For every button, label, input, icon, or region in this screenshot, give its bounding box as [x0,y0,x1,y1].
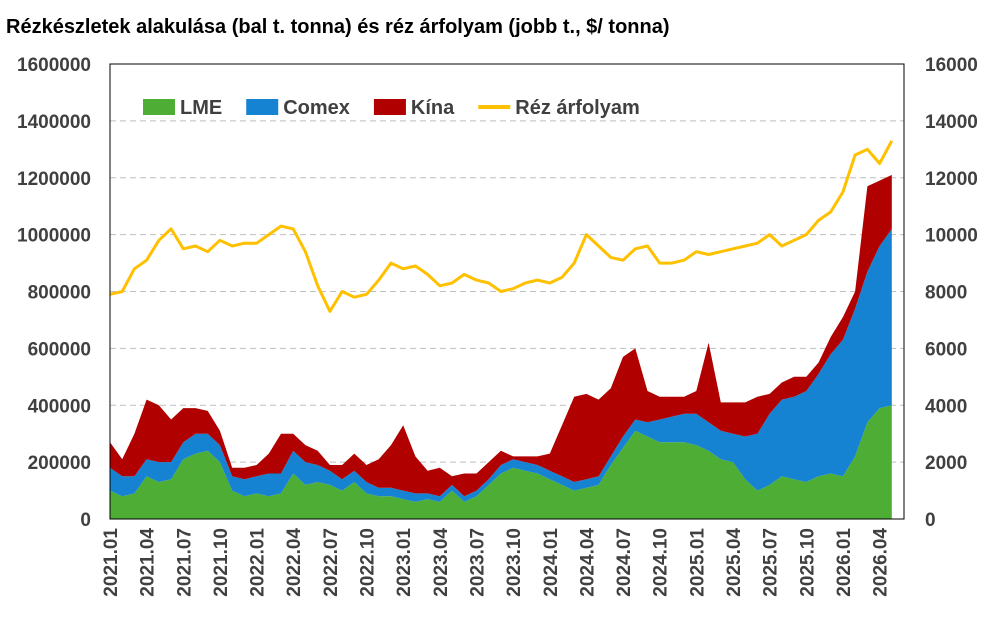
x-tick-label: 2025.07 [761,528,782,597]
x-tick-label: 2024.10 [651,528,672,597]
y-right-tick-label: 14000 [925,112,978,133]
y-left-tick-label: 1000000 [17,226,91,247]
x-tick-label: 2024.01 [541,528,562,597]
line-price [109,140,894,313]
x-tick-label: 2023.04 [431,528,452,597]
x-tick-label: 2023.01 [394,528,415,597]
y-left-tick-label: 1600000 [17,55,91,76]
y-left-tick-label: 0 [80,510,91,531]
y-left-tick-label: 600000 [28,339,91,360]
x-tick-label: 2022.07 [321,528,342,597]
y-left-tick-label: 200000 [28,453,91,474]
x-tick-label: 2025.04 [724,528,745,597]
legend-swatch-kína [373,99,406,115]
legend-label-kína: Kína [411,97,455,119]
x-tick-label: 2022.01 [248,528,269,597]
x-tick-label: 2022.10 [358,528,379,597]
area-comex [110,228,892,502]
x-tick-label: 2024.07 [614,528,635,597]
legend-swatch-comex [246,99,279,115]
y-left-tick-label: 1400000 [17,112,91,133]
x-tick-label: 2022.04 [284,528,305,597]
y-right-tick-label: 12000 [925,169,978,190]
x-tick-label: 2021.01 [101,528,122,597]
x-tick-label: 2021.07 [174,528,195,597]
legend-label-lme: LME [180,97,222,119]
legend-label-réz-árfolyam: Réz árfolyam [515,97,640,119]
plot-border [109,63,905,520]
legend-swatch-lme [143,99,175,115]
x-tick-label: 2025.10 [797,528,818,597]
y-right-tick-label: 2000 [925,453,967,474]
x-tick-label: 2026.01 [834,528,855,597]
x-tick-label: 2021.10 [211,528,232,597]
x-tick-label: 2021.04 [138,528,159,597]
area-lme [110,405,892,519]
x-tick-label: 2024.04 [577,528,598,597]
y-left-tick-label: 400000 [28,396,91,417]
y-left-tick-label: 800000 [28,283,91,304]
x-tick-label: 2025.01 [687,528,708,597]
y-right-tick-label: 0 [925,510,936,531]
x-tick-label: 2026.04 [871,528,892,597]
legend-label-comex: Comex [283,97,350,119]
chart-title: Rézkészletek alakulása (bal t. tonna) és… [6,16,670,38]
y-right-tick-label: 8000 [925,283,967,304]
y-right-tick-label: 6000 [925,339,967,360]
y-right-tick-label: 4000 [925,396,967,417]
x-tick-label: 2023.10 [504,528,525,597]
x-tick-label: 2023.07 [468,528,489,597]
y-right-tick-label: 10000 [925,226,978,247]
y-left-tick-label: 1200000 [17,169,91,190]
y-right-tick-label: 16000 [925,55,978,76]
